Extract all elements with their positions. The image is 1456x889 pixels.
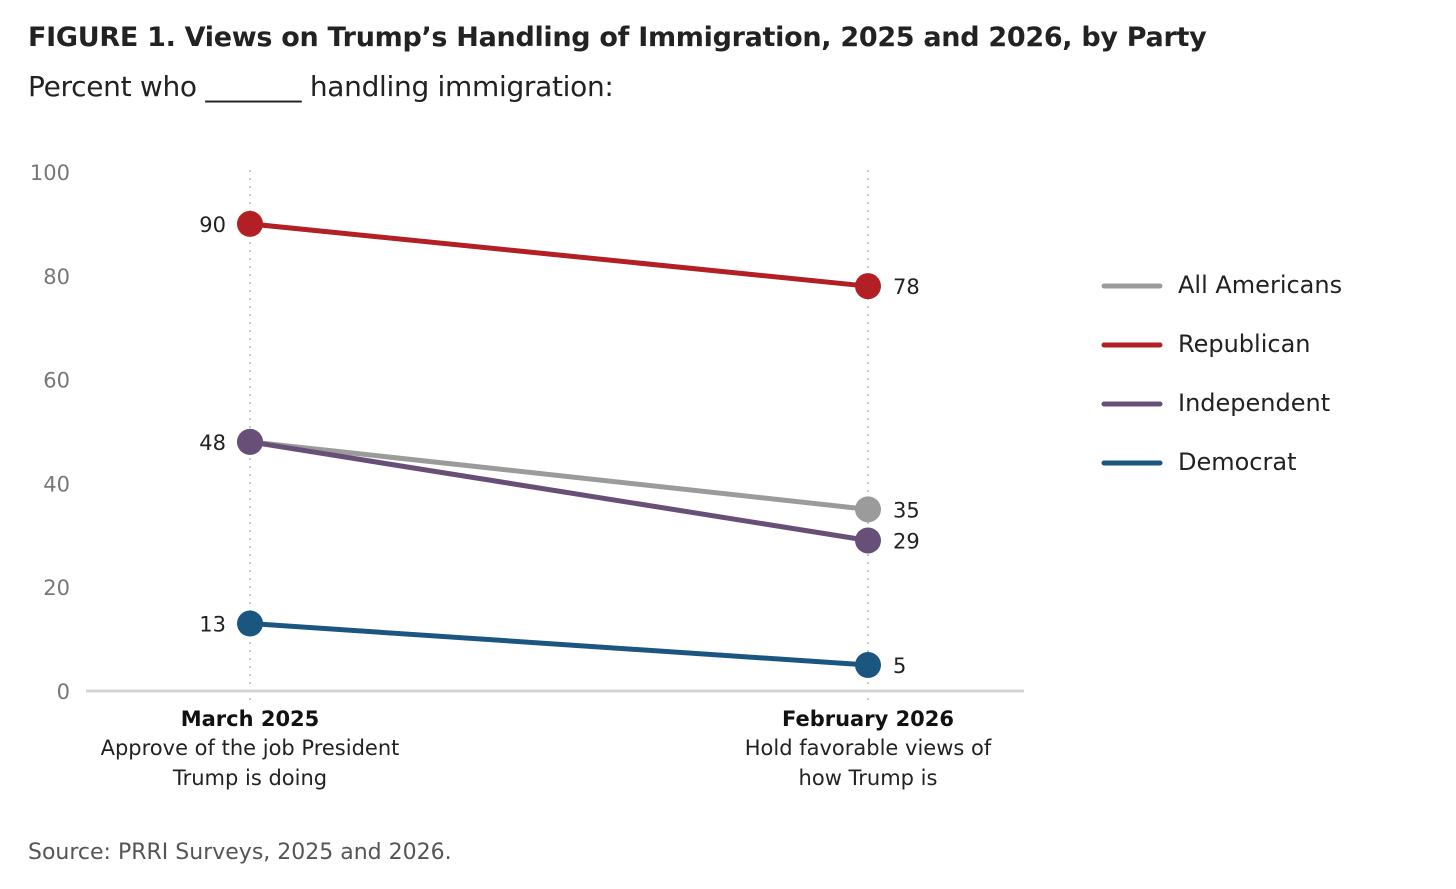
y-tick-label: 20 [43,576,70,600]
data-point-democrat [237,610,263,637]
data-label: 48 [199,431,226,455]
data-point-all-americans [855,496,881,523]
data-label: 78 [893,275,920,299]
series-line-all-americans [249,439,869,512]
data-point-democrat [855,652,881,679]
data-label: 5 [893,654,906,678]
x-category-sublabel: Hold favorable views of [745,736,992,760]
series-line-democrat [249,621,869,668]
y-tick-label: 0 [57,680,70,704]
data-point-independent [855,527,881,554]
y-tick-label: 40 [43,472,70,496]
data-point-independent [237,428,263,455]
y-tick-label: 60 [43,369,70,393]
data-label: 35 [893,498,920,522]
data-label: 90 [199,213,226,237]
series-line-independent [249,439,869,543]
legend-label: Independent [1178,389,1330,417]
data-point-republican [855,273,881,300]
series-line-republican [249,221,869,289]
chart-title: FIGURE 1. Views on Trump’s Handling of I… [28,22,1207,53]
y-tick-label: 80 [43,265,70,289]
legend-label: All Americans [1178,271,1342,299]
source-note: Source: PRRI Surveys, 2025 and 2026. [28,840,452,865]
x-category-sublabel: Approve of the job President [101,736,400,760]
x-category-label: February 2026 [782,707,954,731]
y-tick-label: 100 [30,161,70,185]
x-category-sublabel: Trump is doing [172,766,327,790]
x-category-label: March 2025 [181,707,320,731]
legend-label: Democrat [1178,448,1297,476]
data-label: 29 [893,529,920,553]
chart-subtitle: Percent who _______ handling immigration… [28,70,614,103]
data-point-republican [237,210,263,237]
x-category-sublabel: how Trump is [799,766,938,790]
data-label: 13 [199,613,226,637]
legend-label: Republican [1178,330,1311,358]
